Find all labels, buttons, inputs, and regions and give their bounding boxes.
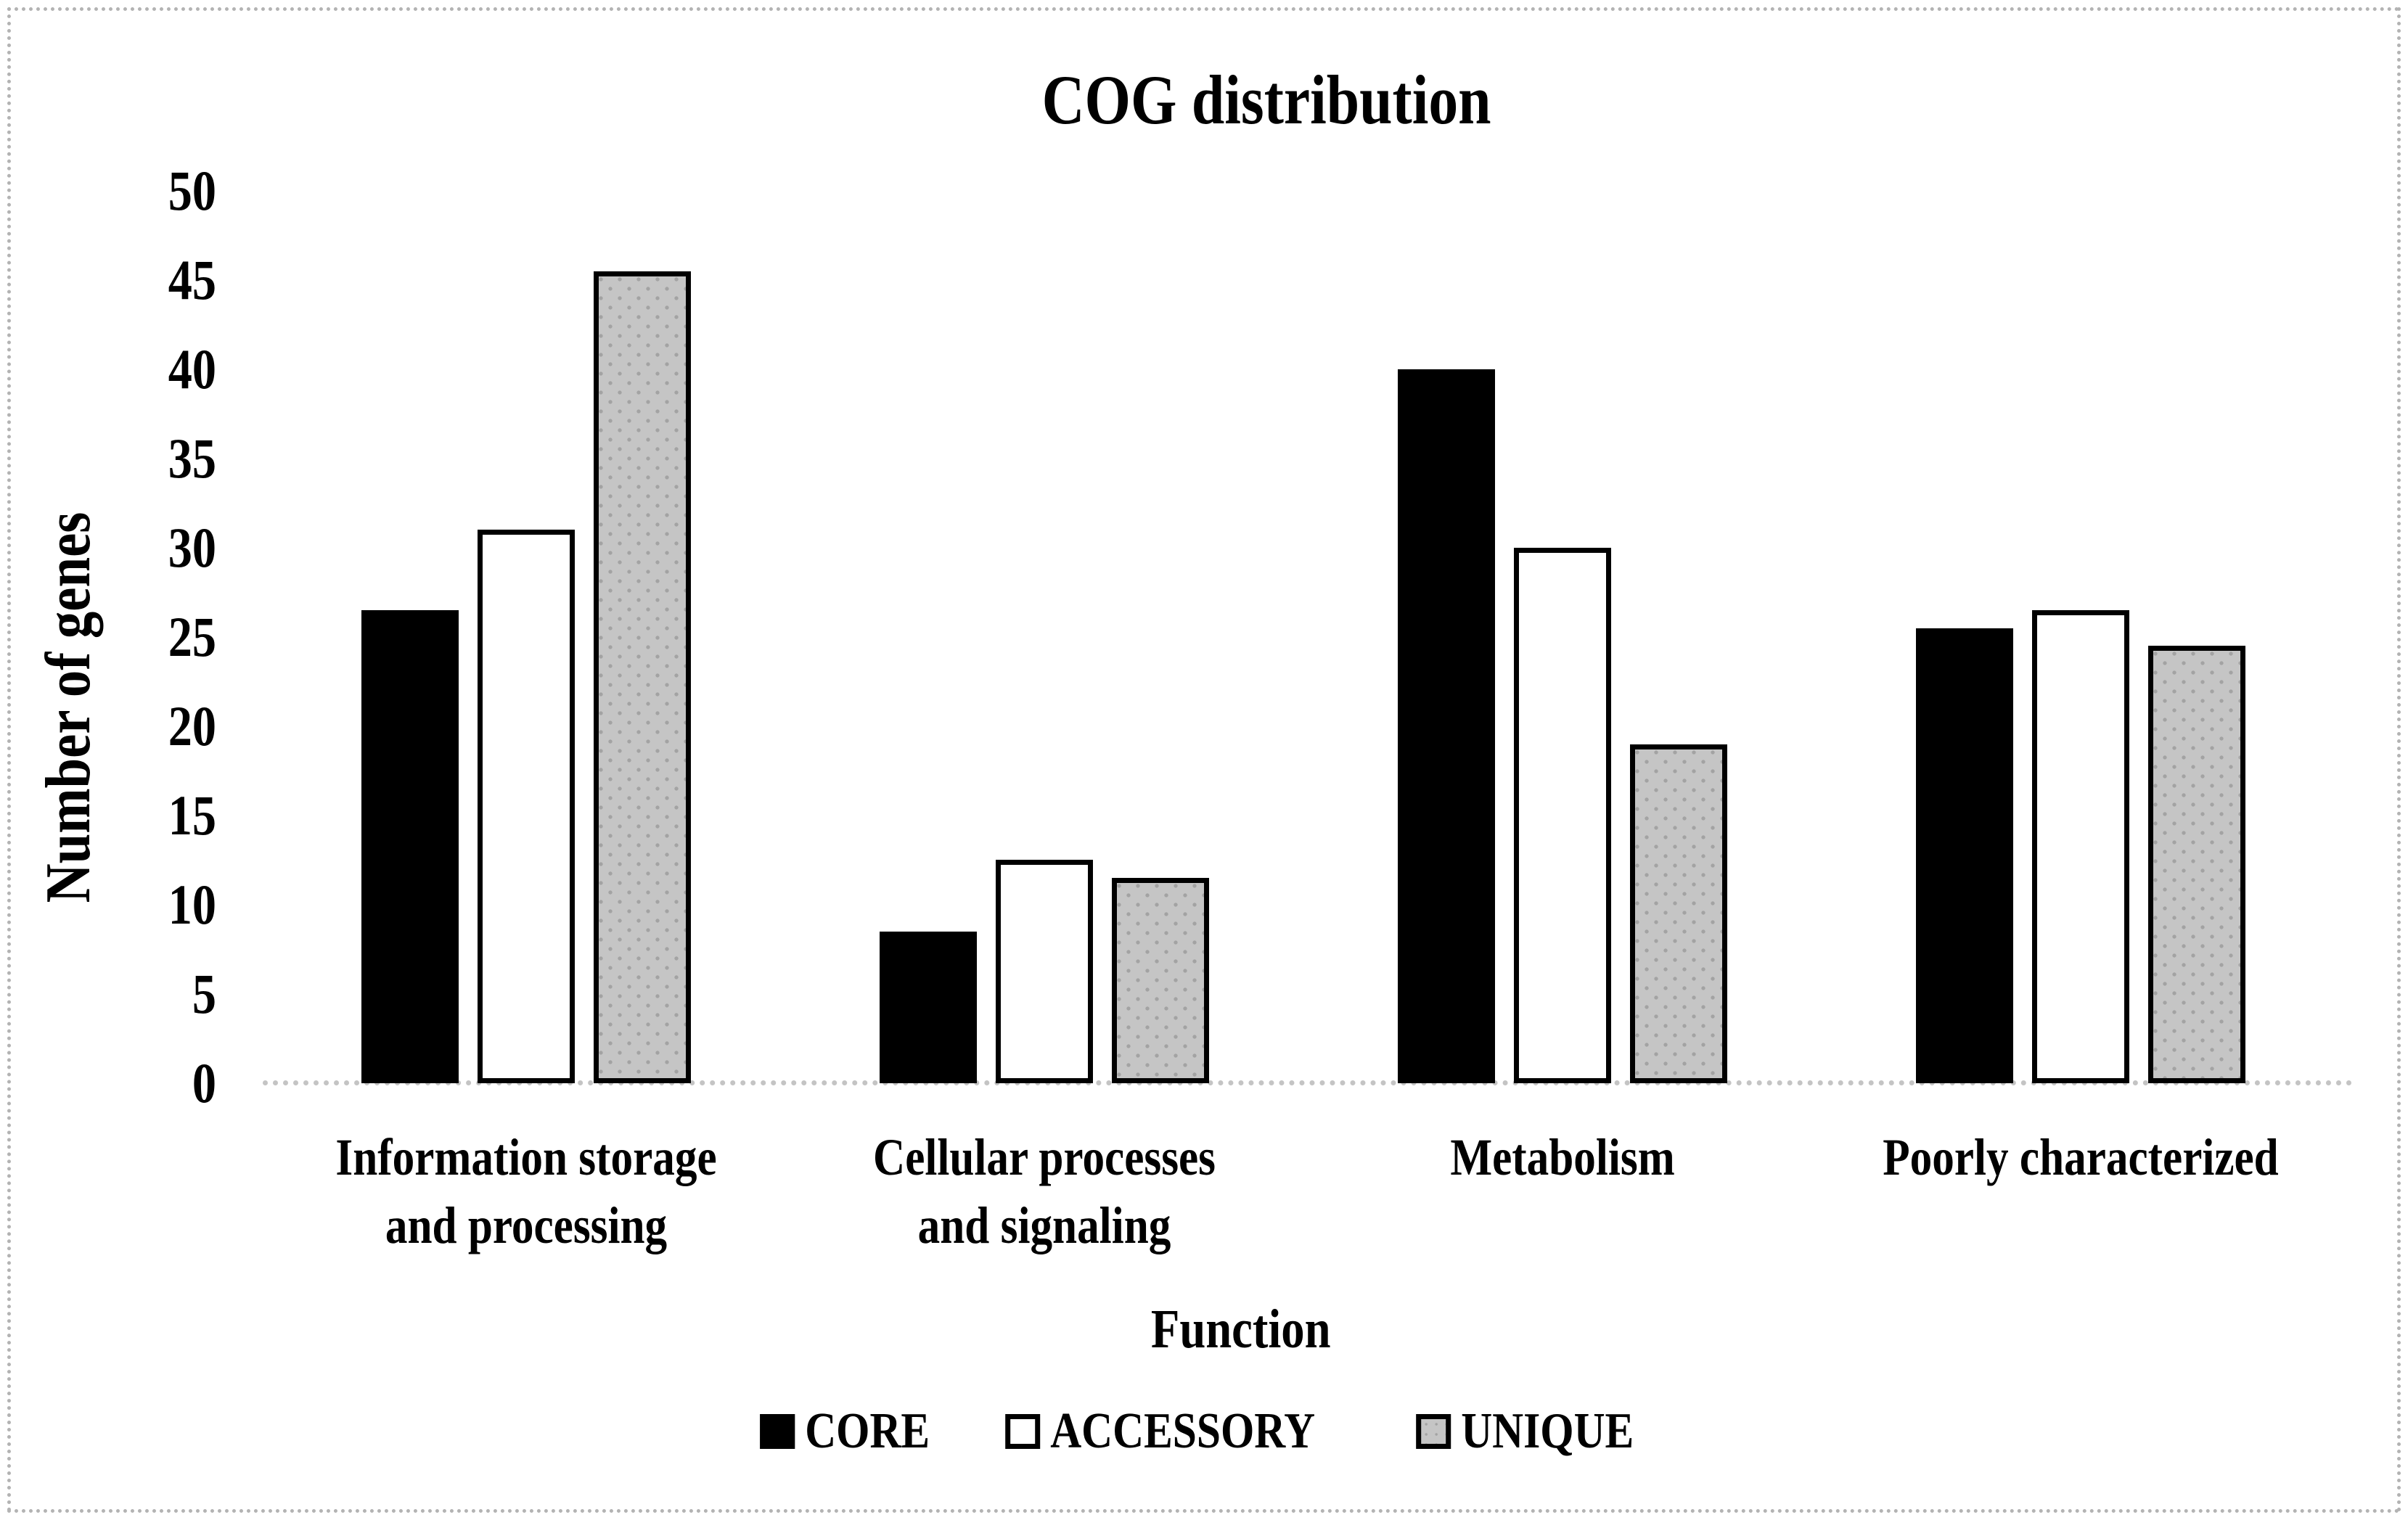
legend-item-unique: UNIQUE: [1415, 1403, 1664, 1459]
y-tick-label-40: 40: [168, 337, 216, 400]
y-tick-label-15: 15: [168, 784, 216, 847]
y-tick-label-5: 5: [192, 962, 216, 1025]
bar-core-1: [361, 610, 459, 1083]
bar-unique-4: [2148, 646, 2245, 1083]
legend-swatch-accessory: [1005, 1414, 1041, 1449]
x-category-label-2: Cellular processes and signaling: [776, 1123, 1313, 1260]
y-tick-label-45: 45: [168, 248, 216, 311]
legend-swatch-core: [760, 1414, 795, 1449]
bar-accessory-1: [478, 530, 575, 1083]
x-category-label-1: Information storage and processing: [258, 1123, 795, 1260]
legend-swatch-unique: [1415, 1414, 1451, 1449]
legend-item-accessory: ACCESSORY: [1005, 1403, 1361, 1459]
x-category-label-line: and processing: [385, 1196, 668, 1254]
x-category-label-4: Poorly characterized: [1812, 1123, 2349, 1191]
y-tick-label-35: 35: [168, 427, 216, 490]
x-category-label-line: Metabolism: [1450, 1128, 1675, 1186]
legend-label-core: CORE: [805, 1403, 930, 1459]
y-tick-label-50: 50: [168, 159, 216, 222]
bar-core-2: [880, 932, 977, 1083]
x-category-label-line: Information storage: [335, 1128, 717, 1186]
legend: CORE ACCESSORY UNIQUE: [760, 1403, 1664, 1459]
bar-accessory-3: [1514, 548, 1611, 1083]
x-category-label-line: Poorly characterized: [1883, 1128, 2279, 1186]
x-category-label-3: Metabolism: [1294, 1123, 1831, 1191]
y-tick-label-25: 25: [168, 605, 216, 668]
x-axis-title: Function: [951, 1294, 1531, 1364]
bar-unique-3: [1630, 744, 1727, 1083]
x-category-label-line: Cellular processes: [872, 1128, 1216, 1186]
bar-accessory-4: [2032, 610, 2129, 1083]
legend-label-unique: UNIQUE: [1460, 1403, 1634, 1459]
x-axis-line: [263, 1080, 2353, 1085]
chart-title: COG distribution: [613, 58, 1920, 145]
bar-unique-1: [594, 271, 691, 1083]
chart-title-text: COG distribution: [1041, 61, 1491, 139]
y-tick-label-20: 20: [168, 694, 216, 757]
legend-label-accessory: ACCESSORY: [1050, 1403, 1316, 1459]
bar-core-3: [1398, 369, 1495, 1083]
y-tick-label-10: 10: [168, 873, 216, 936]
x-axis-title-text: Function: [1151, 1299, 1331, 1360]
x-category-label-line: and signaling: [917, 1196, 1171, 1254]
y-tick-label-30: 30: [168, 516, 216, 579]
y-tick-label-0: 0: [192, 1051, 216, 1114]
bar-unique-2: [1112, 878, 1209, 1083]
legend-item-core: CORE: [760, 1403, 951, 1459]
bar-accessory-2: [996, 860, 1093, 1083]
bar-core-4: [1916, 628, 2013, 1083]
